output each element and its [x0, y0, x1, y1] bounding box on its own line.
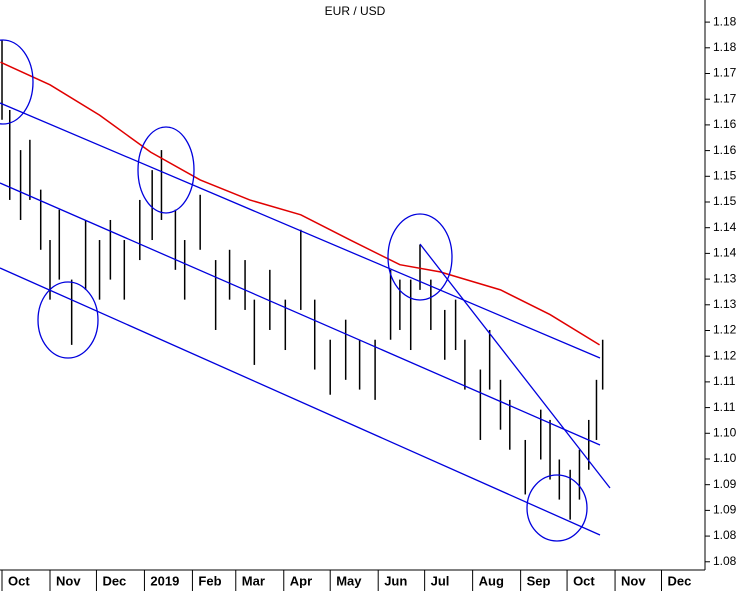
- y-tick-label: 1.17: [713, 91, 737, 105]
- moving-average-line: [0, 61, 600, 346]
- trend-line: [0, 182, 601, 446]
- y-tick-label: 1.13: [713, 297, 737, 311]
- annotations: [0, 39, 611, 542]
- y-tick-label: 1.08: [713, 528, 737, 542]
- y-tick-label: 1.13: [713, 271, 737, 285]
- y-tick-label: 1.10: [713, 425, 737, 439]
- highlight-circle: [387, 213, 453, 301]
- highlight-circle: [0, 39, 34, 125]
- highlight-circle: [37, 281, 99, 359]
- x-tick-label: Jul: [431, 573, 450, 588]
- y-tick-label: 1.09: [713, 477, 737, 491]
- y-tick-label: 1.14: [713, 246, 737, 260]
- x-tick-label: May: [336, 573, 362, 588]
- x-tick-label: Dec: [102, 573, 126, 588]
- y-tick-label: 1.12: [713, 323, 737, 337]
- x-tick-label: Apr: [290, 573, 312, 588]
- y-tick-label: 1.18: [713, 14, 737, 28]
- y-tick-label: 1.14: [713, 220, 737, 234]
- highlight-circle: [526, 474, 588, 542]
- y-tick-label: 1.16: [713, 117, 737, 131]
- x-tick-label: Oct: [573, 573, 595, 588]
- x-tick-label: Jun: [384, 573, 407, 588]
- x-tick-label: Oct: [8, 573, 30, 588]
- y-tick-label: 1.12: [713, 348, 737, 362]
- x-tick-label: Sep: [527, 573, 551, 588]
- x-tick-label: Nov: [621, 573, 646, 588]
- x-tick-label: Feb: [198, 573, 221, 588]
- y-tick-label: 1.09: [713, 503, 737, 517]
- y-tick-label: 1.10: [713, 451, 737, 465]
- x-tick-label: Nov: [56, 573, 81, 588]
- chart-title: EUR / USD: [325, 4, 386, 18]
- y-tick-label: 1.18: [713, 40, 737, 54]
- y-tick-label: 1.11: [713, 400, 736, 414]
- y-tick-label: 1.16: [713, 143, 737, 157]
- x-tick-label: 2019: [150, 573, 179, 588]
- y-tick-label: 1.08: [713, 554, 737, 568]
- x-tick-label: Mar: [242, 573, 265, 588]
- y-tick-label: 1.15: [713, 168, 737, 182]
- trend-line: [0, 102, 601, 359]
- y-tick-label: 1.15: [713, 194, 737, 208]
- trend-line: [419, 243, 611, 489]
- y-tick-label: 1.11: [713, 374, 736, 388]
- trend-line: [0, 267, 601, 536]
- highlight-circle: [137, 126, 195, 214]
- y-tick-label: 1.17: [713, 66, 737, 80]
- x-tick-label: Aug: [479, 573, 504, 588]
- x-tick-label: Dec: [667, 573, 691, 588]
